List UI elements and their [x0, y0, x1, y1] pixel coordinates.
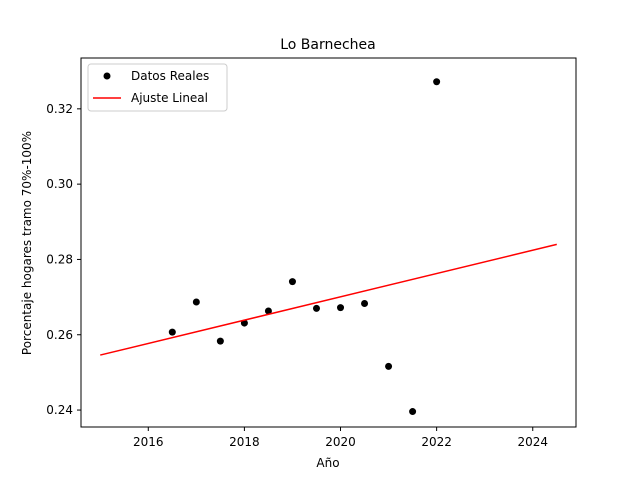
data-point: [433, 78, 441, 86]
data-point: [409, 408, 417, 416]
data-point: [361, 299, 369, 307]
data-point: [264, 307, 272, 315]
x-tick-label: 2024: [517, 435, 548, 449]
y-axis-label: Porcentaje hogares tramo 70%-100%: [20, 131, 34, 355]
y-tick-label: 0.28: [46, 252, 73, 266]
legend-label: Datos Reales: [131, 69, 209, 83]
fit-line: [100, 243, 557, 356]
x-tick-label: 2020: [325, 435, 356, 449]
legend-label: Ajuste Lineal: [131, 91, 208, 105]
data-point: [240, 319, 248, 327]
data-point: [192, 298, 200, 306]
x-axis: 2016 2018 2020 2022 2024: [133, 427, 548, 449]
plot-area: [80, 57, 577, 428]
y-tick-label: 0.24: [46, 403, 73, 417]
data-point: [337, 304, 345, 312]
data-point: [216, 337, 224, 345]
y-axis: 0.24 0.26 0.28 0.30 0.32: [46, 102, 81, 417]
plot-frame: [80, 57, 577, 428]
legend: Datos Reales Ajuste Lineal: [87, 63, 228, 112]
legend-box: [87, 63, 228, 112]
chart-marks: [100, 78, 557, 416]
y-tick-label: 0.26: [46, 328, 73, 342]
data-point: [288, 278, 296, 286]
y-tick-label: 0.32: [46, 102, 73, 116]
x-tick-label: 2018: [229, 435, 260, 449]
chart-title: Lo Barnechea: [280, 37, 376, 53]
y-tick-label: 0.30: [46, 177, 73, 191]
data-point: [385, 362, 393, 370]
data-point: [312, 304, 320, 312]
x-tick-label: 2022: [421, 435, 452, 449]
data-point: [168, 328, 176, 336]
x-tick-label: 2016: [133, 435, 164, 449]
legend-dot-marker: [103, 72, 111, 80]
x-axis-label: Año: [316, 456, 339, 470]
